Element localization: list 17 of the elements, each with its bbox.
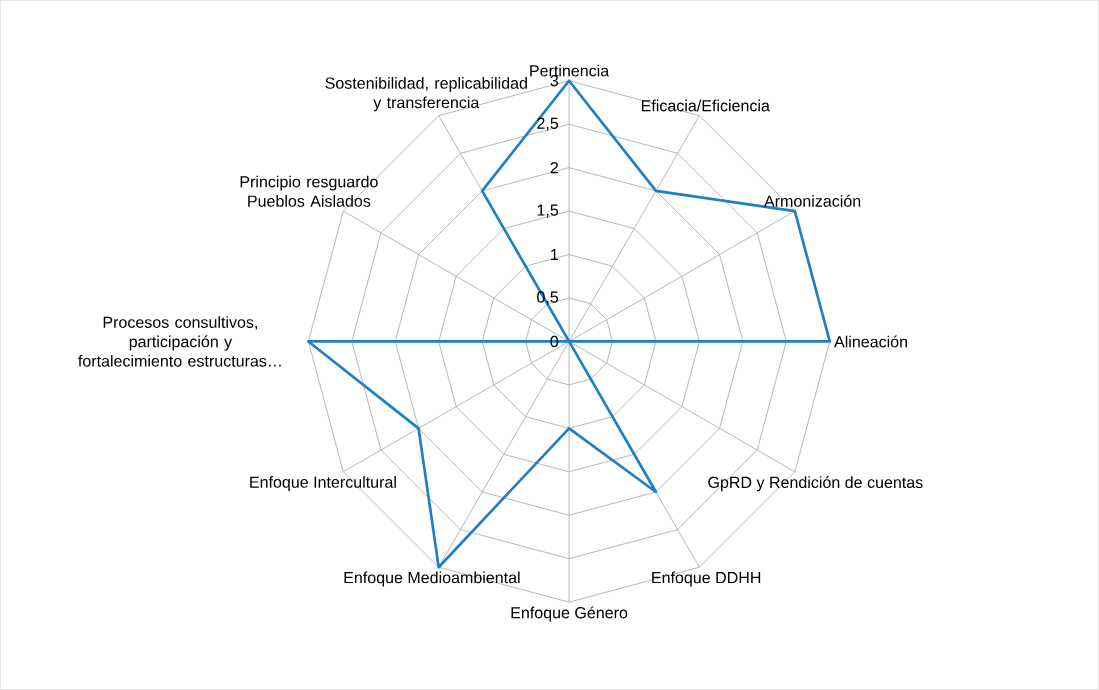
spoke-label: Enfoque DDHH: [652, 571, 761, 587]
spoke-label: Pertinencia: [530, 64, 610, 77]
spoke-label: Principio resguardo Pueblos Aislados: [240, 175, 378, 207]
y-tick-label: 2: [550, 162, 558, 174]
y-tick-label: 2,5: [537, 117, 559, 131]
spoke-label: GpRD y Rendición de cuentas: [708, 476, 923, 492]
y-tick-label: 3: [550, 75, 559, 87]
y-tick-label: 1,5: [537, 204, 559, 218]
spoke-label: Armonización: [764, 194, 861, 207]
spoke-label: Sostenibilidad, replicabilidad y transferencia: [325, 77, 527, 112]
spoke-label: Enfoque Género: [511, 606, 628, 622]
spoke-label: Alineación: [834, 335, 908, 348]
spoke-label: Procesos consultivos, participación y fortalecimiento estructuras…: [78, 316, 281, 367]
spoke-label: Enfoque Intercultural: [250, 476, 396, 492]
spoke-label: Eficacia/Eficiencia: [641, 99, 770, 112]
spoke-label: Enfoque Medioambiental: [344, 571, 520, 587]
y-tick-label: 1: [551, 249, 558, 261]
